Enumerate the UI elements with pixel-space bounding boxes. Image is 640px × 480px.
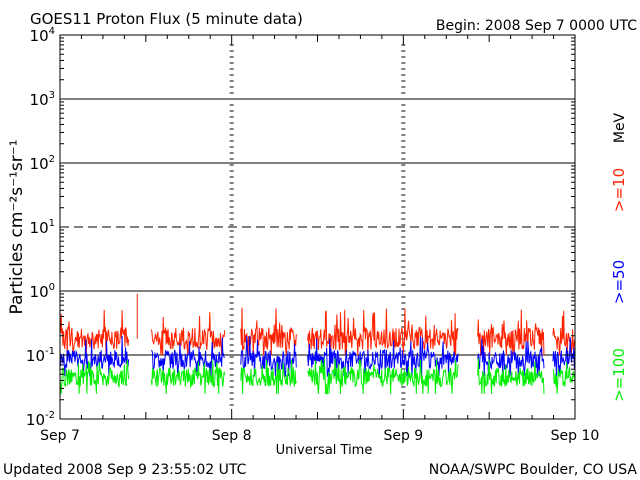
legend-unit: MeV — [612, 112, 628, 143]
chart-title: GOES11 Proton Flux (5 minute data) — [30, 10, 303, 28]
x-axis-label: Universal Time — [276, 443, 373, 458]
y-tick-label: 10-1 — [26, 346, 55, 365]
x-tick-label: Sep 8 — [212, 428, 252, 444]
begin-label: Begin: 2008 Sep 7 0000 UTC — [436, 18, 637, 34]
y-tick-label: 103 — [30, 90, 55, 109]
y-tick-label: 104 — [30, 26, 55, 45]
y-axis: 104 103 102 101 100 10-1 10-2 — [26, 26, 575, 429]
y-tick-label: 102 — [30, 154, 55, 173]
series-line-0 — [59, 307, 575, 356]
source-credit: NOAA/SWPC Boulder, CO USA — [429, 462, 638, 478]
y-tick-label: 10-2 — [26, 410, 55, 429]
legend-entry-1: >=50 — [610, 260, 628, 304]
y-tick-label: 101 — [30, 218, 55, 237]
y-axis-label: Particles cm⁻²s⁻¹sr⁻¹ — [7, 139, 27, 314]
x-tick-label: Sep 9 — [383, 428, 423, 444]
series-line-1 — [59, 335, 576, 377]
y-tick-label: 100 — [30, 282, 55, 301]
legend-entry-0: >=10 — [610, 168, 628, 212]
x-axis: Sep 7 Sep 8 Sep 9 Sep 10 — [40, 35, 599, 444]
x-tick-label: Sep 10 — [551, 428, 600, 444]
x-tick-label: Sep 7 — [40, 428, 80, 444]
series-line-2 — [59, 357, 576, 395]
series-group — [59, 293, 576, 395]
legend: MeV >=10 >=50 >=100 — [610, 112, 628, 401]
legend-entry-2: >=100 — [610, 348, 628, 402]
updated-timestamp: Updated 2008 Sep 9 23:55:02 UTC — [3, 462, 247, 478]
